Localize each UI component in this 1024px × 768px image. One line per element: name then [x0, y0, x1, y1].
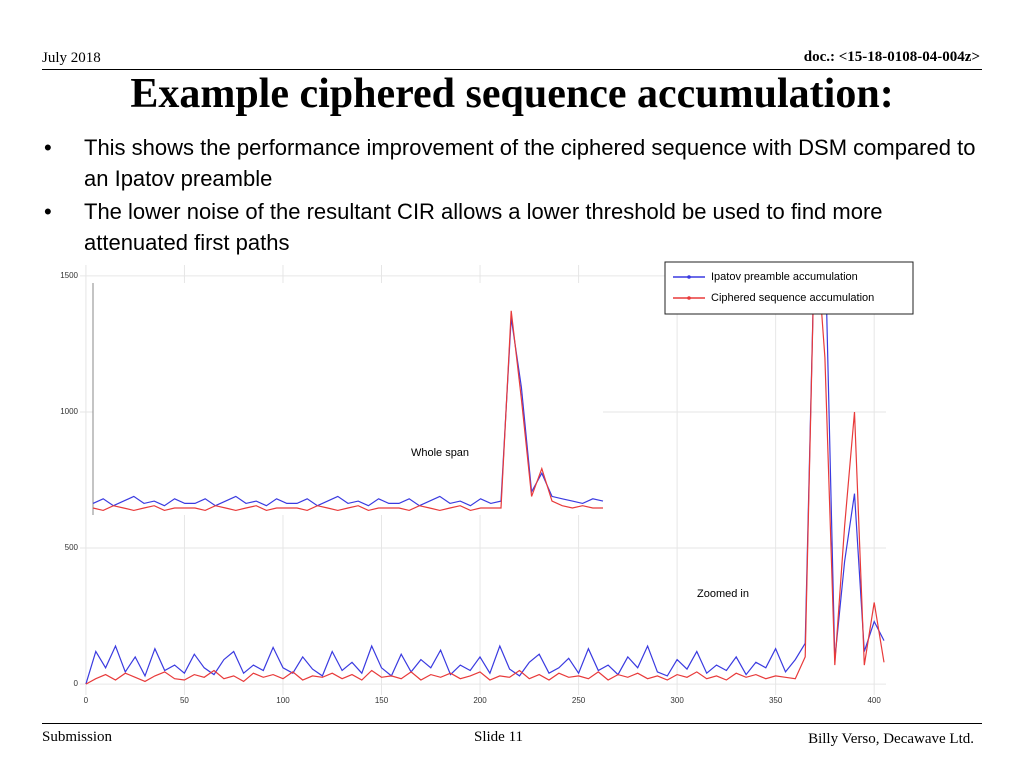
inset-background — [93, 283, 603, 515]
annotation: Zoomed in — [697, 588, 749, 600]
x-tick-label: 250 — [572, 696, 586, 705]
bullet: This shows the performance improvement o… — [42, 132, 982, 194]
x-tick-label: 400 — [867, 696, 881, 705]
bullet-list: This shows the performance improvement o… — [42, 132, 982, 260]
legend-box — [664, 261, 914, 315]
x-tick-label: 100 — [276, 696, 290, 705]
legend-label: Ciphered sequence accumulation — [711, 292, 874, 304]
header-doc: doc.: <15-18-0108-04-004z> — [803, 49, 980, 65]
bullet: The lower noise of the resultant CIR all… — [42, 196, 982, 258]
x-tick-label: 0 — [84, 696, 89, 705]
x-tick-label: 50 — [180, 696, 189, 705]
legend-marker — [687, 275, 691, 279]
y-tick-label: 1500 — [60, 271, 78, 280]
y-tick-label: 1000 — [60, 407, 78, 416]
footer-center: Slide 11 — [474, 729, 524, 745]
annotation: Whole span — [411, 447, 469, 459]
series-line — [92, 317, 604, 507]
header-date: July 2018 — [42, 50, 101, 66]
x-tick-label: 150 — [375, 696, 389, 705]
slide-title: Example ciphered sequence accumulation: — [130, 71, 894, 117]
legend-marker — [687, 296, 691, 300]
x-tick-label: 200 — [473, 696, 487, 705]
plot-area — [85, 265, 885, 685]
footer-left: Submission — [42, 729, 113, 745]
series-line — [85, 265, 885, 685]
y-tick-label: 0 — [74, 679, 79, 688]
footer-rule — [42, 723, 982, 724]
header-rule — [42, 69, 982, 70]
footer-right: Billy Verso, Decawave Ltd. — [808, 731, 974, 747]
x-tick-label: 350 — [769, 696, 783, 705]
legend-label: Ipatov preamble accumulation — [711, 271, 858, 283]
x-tick-label: 300 — [670, 696, 684, 705]
y-tick-label: 500 — [65, 543, 79, 552]
series-line — [92, 310, 603, 512]
plot-area — [92, 310, 604, 512]
series-line — [85, 265, 885, 685]
